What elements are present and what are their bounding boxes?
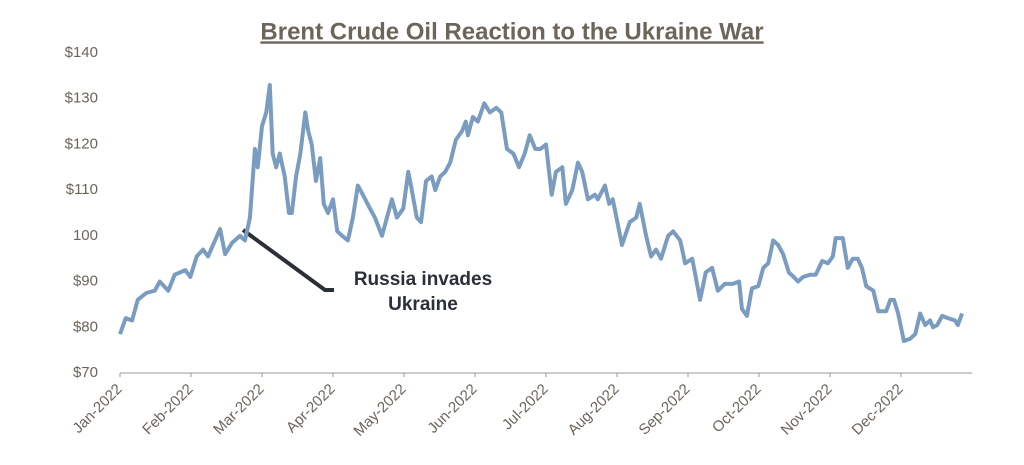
x-tick-label: Jan-2022 [69, 381, 125, 437]
y-tick-label: $120 [65, 135, 98, 152]
y-tick-label: 100 [73, 227, 98, 244]
price-line [118, 83, 964, 343]
x-tick-label: May-2022 [350, 381, 409, 440]
y-tick-label: $80 [73, 318, 98, 335]
annotation: Ukraine [388, 294, 458, 315]
x-tick-label: Feb-2022 [139, 381, 196, 438]
annotation: Russia invades [354, 269, 492, 290]
x-tick-label: Apr-2022 [283, 381, 339, 437]
y-tick-label: $90 [73, 273, 98, 290]
chart-title: Brent Crude Oil Reaction to the Ukraine … [260, 18, 763, 45]
x-tick-label: Dec-2022 [849, 381, 907, 439]
x-tick-label: Aug-2022 [565, 381, 623, 439]
x-tick-label: Jun-2022 [424, 381, 480, 437]
x-tick-label: Nov-2022 [778, 381, 836, 439]
x-tick-label: Mar-2022 [210, 381, 267, 438]
y-tick-label: $110 [66, 181, 98, 198]
annotation-leader [241, 228, 334, 292]
x-tick-label: Sep-2022 [636, 381, 694, 439]
x-tick-label: Jul-2022 [499, 381, 552, 434]
y-tick-label: $70 [73, 364, 98, 381]
x-tick-label: Oct-2022 [709, 381, 765, 437]
y-tick-label: $140 [65, 44, 98, 61]
y-tick-label: $130 [65, 90, 98, 107]
